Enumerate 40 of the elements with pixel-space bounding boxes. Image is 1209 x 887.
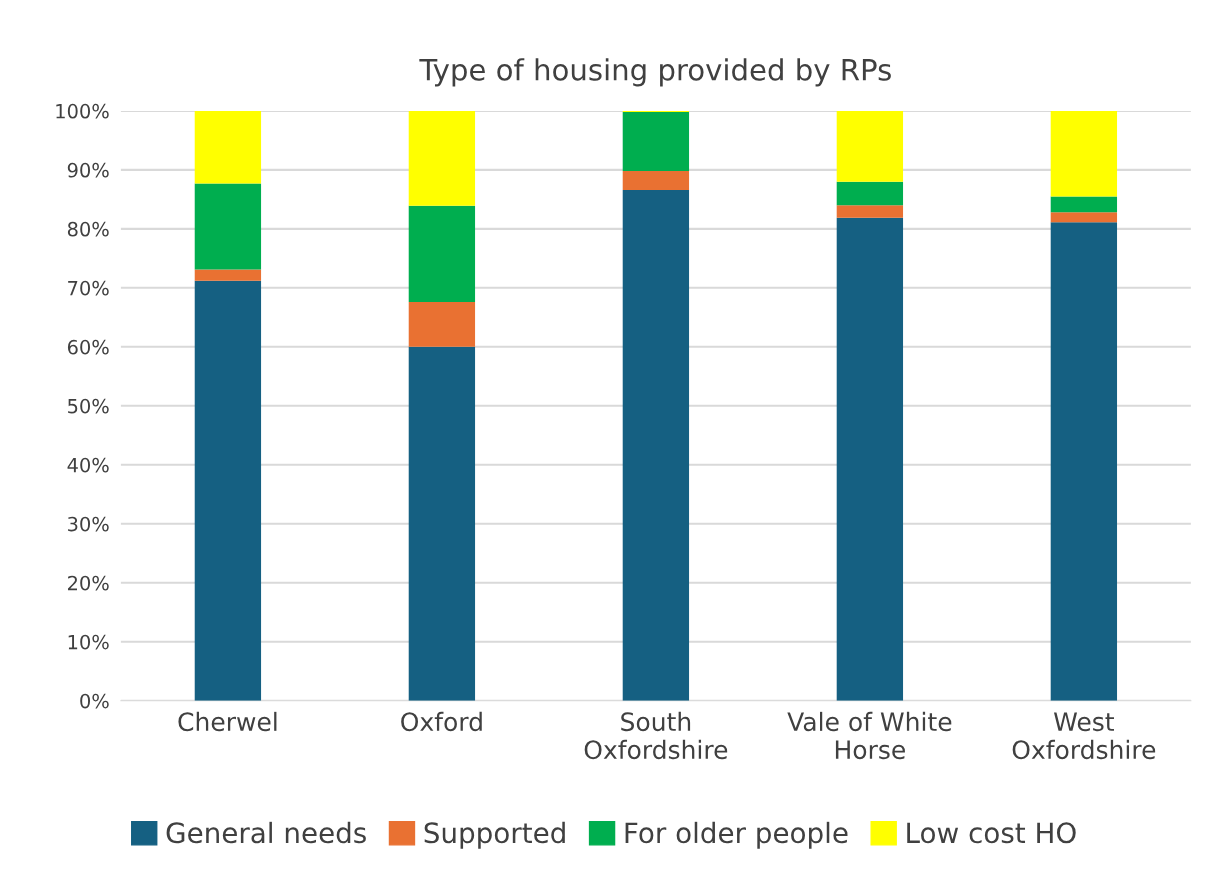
y-tick-label: 30% xyxy=(68,516,109,532)
y-tick-label: 0% xyxy=(80,693,109,709)
y-tick-label: 100% xyxy=(56,103,109,119)
bar xyxy=(836,110,904,182)
y-tick-label: 10% xyxy=(68,634,109,650)
y-tick-label: 50% xyxy=(68,398,109,414)
y-tick-label: 90% xyxy=(67,162,109,178)
bar xyxy=(622,189,690,701)
bar xyxy=(194,269,262,281)
bar xyxy=(622,171,690,190)
bar xyxy=(836,181,904,206)
x-tick-label: Vale of White Horse xyxy=(787,711,952,760)
bar xyxy=(836,217,904,701)
legend-label: Supported xyxy=(424,821,565,849)
x-tick-label: West Oxfordshire xyxy=(1012,712,1156,760)
bar xyxy=(194,280,262,701)
bar xyxy=(1050,222,1118,701)
y-tick-label: 20% xyxy=(68,575,109,591)
legend-label: General needs xyxy=(166,821,366,844)
bar xyxy=(408,301,476,347)
legend-label: For older people xyxy=(625,821,848,849)
x-tick-label: Oxford xyxy=(401,711,482,732)
chart-title: Type of housing provided by RPs xyxy=(419,58,891,87)
x-tick-label: Cherwel xyxy=(178,711,277,732)
legend-label: Low cost HO xyxy=(907,822,1076,844)
y-tick-label: 40% xyxy=(67,457,109,473)
bar xyxy=(194,110,262,184)
bar xyxy=(1050,212,1118,223)
bar xyxy=(408,205,476,302)
bar xyxy=(836,205,904,218)
y-tick-label: 60% xyxy=(67,339,109,355)
y-tick-label: 80% xyxy=(67,221,109,237)
bar xyxy=(408,110,476,206)
bar xyxy=(1050,196,1118,213)
bar xyxy=(1050,110,1118,197)
bar xyxy=(622,112,690,172)
y-tick-label: 70% xyxy=(68,280,109,296)
x-tick-label: South Oxfordshire xyxy=(584,711,728,760)
bar xyxy=(194,183,262,270)
bar xyxy=(408,346,476,701)
